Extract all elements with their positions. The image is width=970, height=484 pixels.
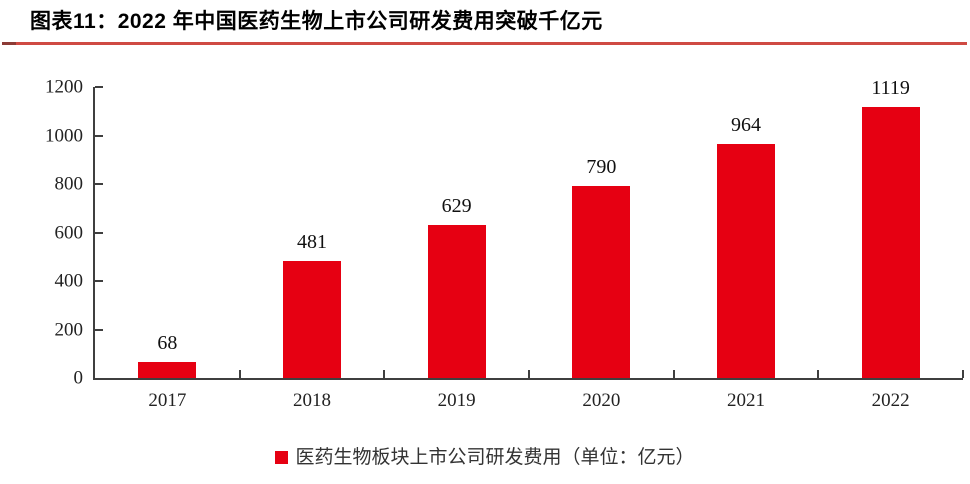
x-axis-tick <box>238 370 241 378</box>
bar-value-label-2020: 790 <box>586 156 617 179</box>
y-axis-tick-label-400: 400 <box>54 270 84 292</box>
x-axis-tick <box>383 370 386 378</box>
x-axis-tick <box>962 370 964 378</box>
y-axis-tick <box>95 183 103 186</box>
y-axis-tick-label-0: 0 <box>73 367 84 389</box>
legend-marker <box>275 451 289 464</box>
chart-legend: 医药生物板块上市公司研发费用（单位：亿元） <box>0 448 970 467</box>
bar-value-label-2018: 481 <box>296 231 327 254</box>
y-axis-tick <box>95 134 103 137</box>
title-underline-rule-cap <box>2 42 16 45</box>
x-axis-label-2017: 2017 <box>148 390 187 411</box>
category-cell-2018: 481 2018 <box>240 87 385 410</box>
y-axis-tick <box>95 328 103 331</box>
bar-value-label-2022: 1119 <box>871 76 910 99</box>
chart-title: 图表11：2022 年中国医药生物上市公司研发费用突破千亿元 <box>30 10 603 33</box>
title-underline-rule <box>2 42 967 45</box>
bar-2019 <box>427 225 486 378</box>
x-axis-label-2018: 2018 <box>292 390 331 411</box>
category-cell-2020: 790 2020 <box>529 87 674 410</box>
category-cell-2017: 68 2017 <box>95 87 240 410</box>
y-axis-tick-label-800: 800 <box>54 173 84 195</box>
x-axis-tick <box>817 370 820 378</box>
bar-value-label-2021: 964 <box>730 114 761 137</box>
bar-2018 <box>282 261 341 378</box>
y-axis-tick <box>95 280 103 283</box>
legend-label: 医药生物板块上市公司研发费用（单位：亿元） <box>295 447 695 468</box>
bar-value-label-2017: 68 <box>157 331 178 354</box>
category-cell-2019: 629 2019 <box>384 87 529 410</box>
y-axis-tick-label-600: 600 <box>54 222 84 243</box>
x-axis-tick <box>528 370 530 378</box>
plot-area: 68 2017 481 2018 629 2019 790 2020 964 2021 1119 20… <box>45 78 964 410</box>
bar-2020 <box>572 186 631 378</box>
x-axis-label-2019: 2019 <box>437 390 476 411</box>
y-axis-tick-label-1000: 1000 <box>45 125 83 146</box>
bar-value-label-2019: 629 <box>441 195 472 218</box>
y-axis-tick <box>95 86 103 88</box>
category-cell-2021: 964 2021 <box>674 87 819 410</box>
x-axis-label-2020: 2020 <box>582 390 621 411</box>
bar-2021 <box>716 144 775 378</box>
category-cell-2022: 1119 2022 <box>818 78 963 410</box>
y-axis-tick-label-1200: 1200 <box>45 76 83 98</box>
y-axis-tick-label-200: 200 <box>54 319 84 340</box>
y-axis-tick <box>95 231 103 234</box>
bar-2017 <box>138 361 197 378</box>
bar-2022 <box>861 106 920 378</box>
x-axis-tick <box>672 370 675 378</box>
x-axis-label-2022: 2022 <box>871 390 910 411</box>
x-axis-label-2021: 2021 <box>726 390 765 411</box>
